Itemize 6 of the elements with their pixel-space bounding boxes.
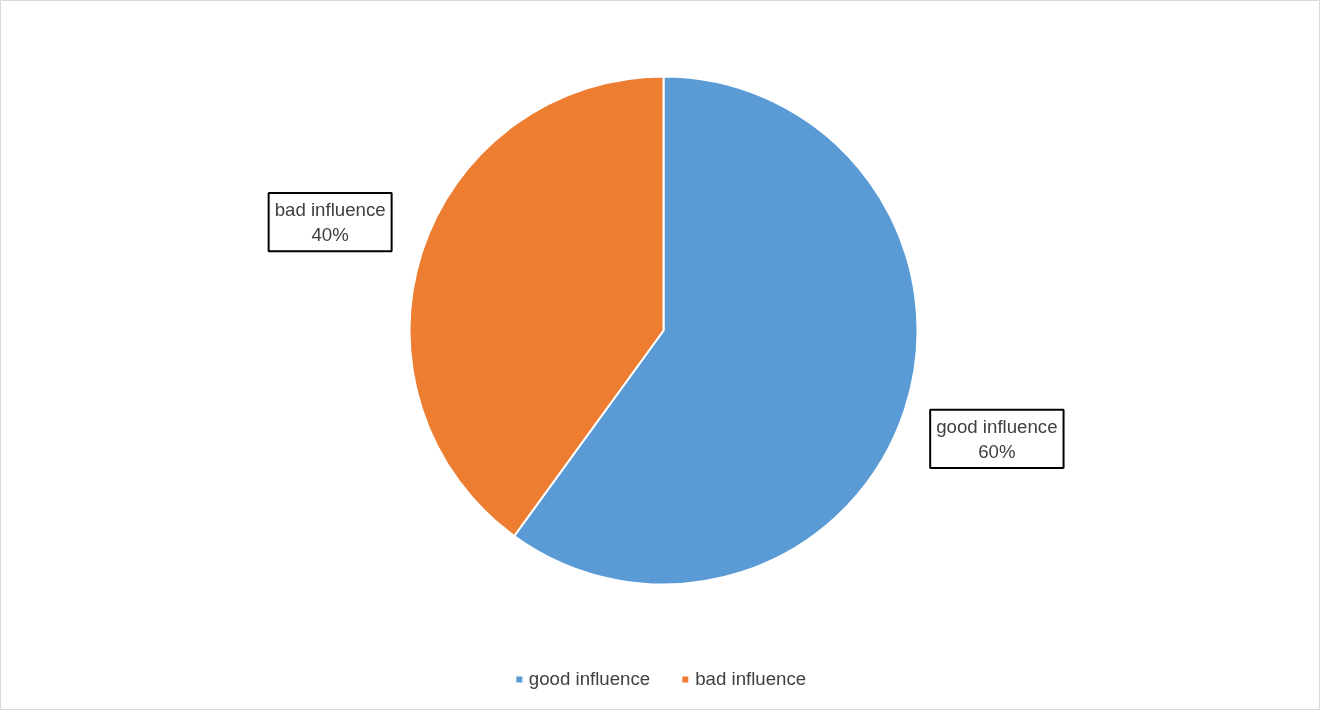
legend-label: bad influence — [695, 668, 807, 690]
legend-label: good influence — [528, 668, 651, 690]
slice-label: bad influence — [274, 199, 386, 221]
slice-label: good influence — [936, 415, 1058, 437]
data-label: 60% — [978, 440, 1016, 462]
data-label: 40% — [311, 224, 349, 246]
